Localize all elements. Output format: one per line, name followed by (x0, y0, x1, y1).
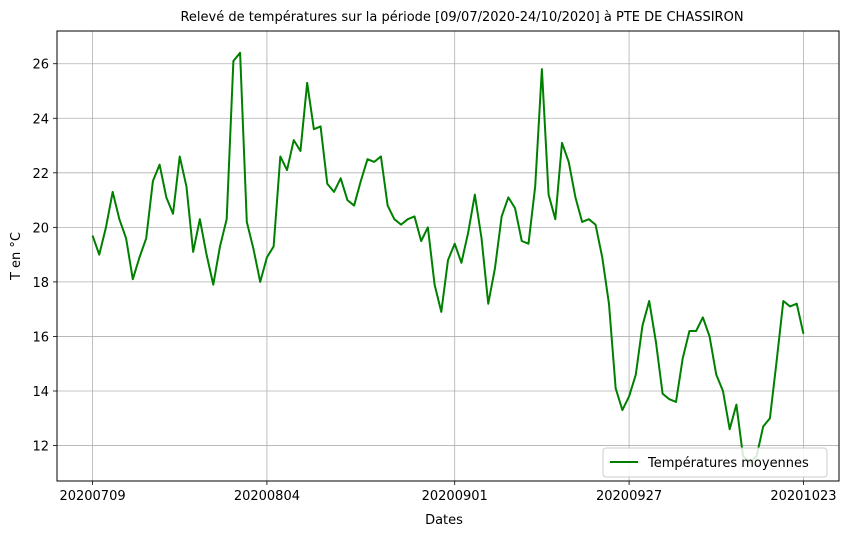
x-tick-label: 20201023 (770, 489, 836, 504)
y-tick-label: 14 (32, 385, 49, 400)
y-tick-label: 22 (32, 167, 49, 182)
plot-frame (56, 30, 840, 482)
x-tick-label: 20200804 (234, 489, 300, 504)
y-axis-label: T en °C (9, 232, 24, 281)
x-tick-label: 20200901 (422, 489, 488, 504)
y-axis: 12 14 16 18 20 22 24 26 (32, 58, 57, 455)
x-axis: 20200709 20200804 20200901 20200927 20201023 (59, 481, 837, 504)
y-tick-label: 12 (32, 440, 49, 455)
chart-title: Relevé de températures sur la période [0… (180, 10, 743, 25)
legend: Températures moyennes (602, 447, 828, 478)
legend-box (602, 447, 828, 478)
x-tick-label: 20200709 (59, 489, 125, 504)
x-axis-label: Dates (425, 513, 463, 528)
y-tick-label: 18 (32, 276, 49, 291)
legend-label: Températures moyennes (647, 456, 809, 471)
x-tick-label: 20200927 (596, 489, 662, 504)
y-tick-label: 26 (32, 58, 49, 73)
y-tick-label: 24 (32, 112, 49, 127)
series-layer (91, 51, 805, 463)
series-line-temperatures-moyennes (91, 51, 805, 463)
y-tick-label: 20 (32, 221, 49, 236)
y-tick-label: 16 (32, 330, 49, 345)
grid (57, 31, 839, 481)
